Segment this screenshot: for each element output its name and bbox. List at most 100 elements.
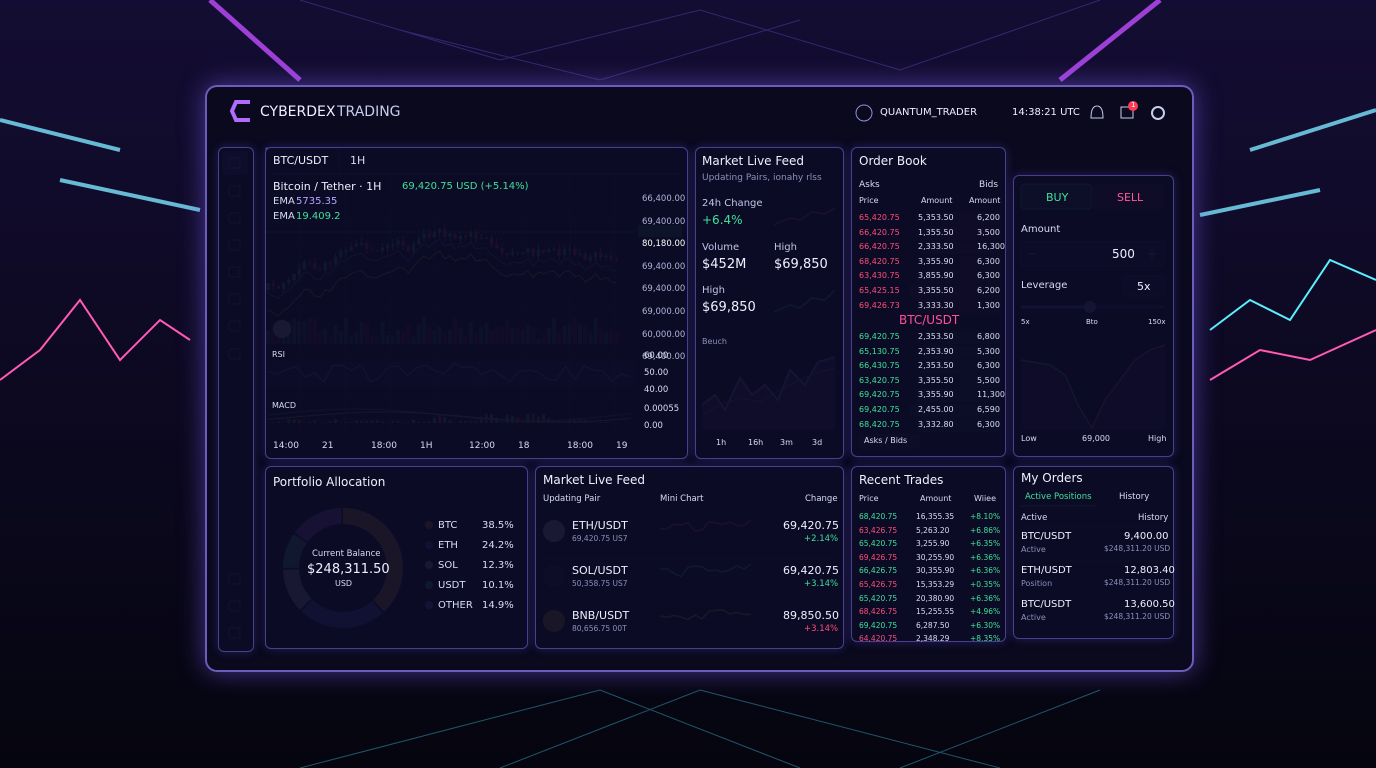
pair-name: ETH/USDT — [572, 519, 628, 532]
trade-cell: 66,426.75 — [859, 566, 898, 576]
tab[interactable]: History — [1119, 492, 1150, 502]
order-cell: 69,426.73 — [859, 300, 900, 310]
order-cell: 2,353.50 — [918, 332, 954, 341]
clock: 14:38:21 UTC — [1012, 107, 1080, 118]
price-tick: 69,400.00 — [642, 216, 686, 227]
order-cell: 65,425.15 — [859, 286, 900, 295]
chart-price: 69,420.75 USD (+5.14%) — [402, 181, 529, 192]
panel-title: Portfolio Allocation — [273, 475, 386, 489]
trade-cell: +8.10% — [970, 512, 1001, 521]
macd-tick: 0.00055 — [644, 404, 680, 414]
pair-sub: 80,656.75 00T — [572, 624, 627, 633]
interval-selector[interactable]: 1H — [350, 154, 366, 167]
order-cell: 69,420.75 — [859, 332, 900, 341]
recent-trades-panel — [851, 466, 1006, 642]
order-cell: 6,200 — [977, 286, 1000, 295]
order-status: Active — [1021, 613, 1046, 622]
trade-cell: 68,420.75 — [859, 512, 898, 521]
trade-cell: 2,348.29 — [916, 634, 950, 644]
trade-cell: 65,426.75 — [859, 580, 898, 589]
time-tick: 18 — [518, 441, 530, 451]
ema-value: 5735.35 — [296, 196, 338, 207]
order-amount: 12,803.40 — [1124, 565, 1175, 576]
column-header: Mini Chart — [660, 494, 704, 504]
pair-selector[interactable]: BTC/USDT — [273, 154, 329, 167]
order-amount: 13,600.50 — [1124, 599, 1175, 610]
stat-label: Volume — [702, 242, 740, 253]
trade-cell: 5,263.20 — [916, 525, 950, 535]
order-status: Active — [1021, 545, 1046, 554]
time-tick: 18:00 — [567, 441, 593, 451]
chart-label: Beuch — [702, 337, 727, 346]
order-amount: 9,400.00 — [1124, 531, 1169, 542]
asks-bids-toggle[interactable]: Asks / Bids — [864, 436, 908, 445]
chart-title: Bitcoin / Tether · 1H — [273, 180, 382, 193]
legend-label: BTC — [438, 520, 458, 531]
price-chart-panel — [265, 147, 688, 459]
price-tick: 60,000.00 — [642, 329, 686, 340]
order-value: $248,311.20 USD — [1104, 578, 1171, 587]
trade-cell: 68,426.75 — [859, 607, 898, 617]
user-name[interactable]: QUANTUM_TRADER — [880, 107, 978, 118]
stat-label: High — [774, 242, 797, 253]
order-cell: 66,430.75 — [859, 361, 900, 371]
order-cell: 11,300 — [977, 390, 1005, 400]
order-cell: 6,300 — [977, 361, 1000, 371]
sell-button[interactable]: SELL — [1117, 191, 1144, 204]
price-tick: 69,400.00 — [642, 352, 686, 363]
trade-cell: 16,355.35 — [916, 512, 955, 521]
order-cell: 69,420.75 — [859, 390, 900, 400]
trade-cell: 69,420.75 — [859, 620, 898, 630]
price-tick: 69,400.00 — [642, 261, 686, 272]
legend-label: USDT — [438, 580, 466, 591]
stat-value: $69,850 — [774, 257, 828, 272]
x-tick: 3d — [812, 438, 823, 447]
column-header: Updating Pair — [543, 494, 601, 504]
time-tick: 14:00 — [273, 441, 299, 451]
x-tick: 3m — [780, 438, 793, 447]
time-tick: 19 — [616, 441, 628, 451]
ema-value: 19.409.2 — [296, 211, 341, 222]
order-book-panel — [851, 147, 1006, 457]
trade-panel — [1013, 175, 1174, 457]
rsi-tick: 40.00 — [644, 385, 669, 395]
time-tick: 21 — [322, 441, 334, 451]
legend-label: SOL — [438, 560, 458, 571]
tab[interactable]: Active Positions — [1025, 492, 1092, 502]
column-header: Amount — [969, 196, 1001, 205]
order-cell: 3,332.80 — [918, 419, 954, 429]
column-header: Active — [1021, 513, 1048, 523]
order-cell: 65,130.75 — [859, 346, 900, 356]
column-header: Change — [805, 494, 838, 504]
time-tick: 12:00 — [469, 441, 495, 451]
settings-icon — [1151, 106, 1165, 120]
amount-value[interactable]: 500 — [1112, 247, 1135, 261]
trade-cell: +8.35% — [970, 634, 1001, 644]
avatar — [855, 104, 873, 122]
pair-price: 89,850.50 — [783, 609, 839, 622]
pair-change: +2.14% — [804, 534, 839, 544]
time-tick: 18:00 — [371, 441, 397, 451]
order-cell: 68,420.75 — [859, 256, 900, 266]
leverage-value[interactable]: 5x — [1137, 280, 1151, 293]
trade-cell: 3,255.90 — [916, 539, 950, 549]
pair-price: 69,420.75 — [783, 564, 839, 577]
panel-title: Order Book — [859, 154, 927, 168]
leverage-label: Leverage — [1021, 280, 1068, 291]
stat-label: High — [702, 285, 725, 296]
order-cell: 63,430.75 — [859, 271, 900, 281]
stat-label: 24h Change — [702, 198, 763, 209]
buy-button[interactable]: BUY — [1046, 191, 1069, 204]
depth-tick: High — [1148, 434, 1167, 443]
pair-change: +3.14% — [804, 579, 839, 589]
x-tick: 16h — [748, 438, 764, 447]
ema-label: EMA — [273, 211, 295, 222]
time-tick: 1H — [420, 441, 433, 451]
order-cell: 3,355.90 — [918, 256, 954, 266]
inbox-icon — [1120, 106, 1134, 119]
trade-cell: 65,420.75 — [859, 593, 898, 603]
order-cell: 6,800 — [977, 332, 1000, 341]
order-cell: 6,300 — [977, 271, 1000, 281]
trade-cell: 64,420.75 — [859, 634, 898, 644]
